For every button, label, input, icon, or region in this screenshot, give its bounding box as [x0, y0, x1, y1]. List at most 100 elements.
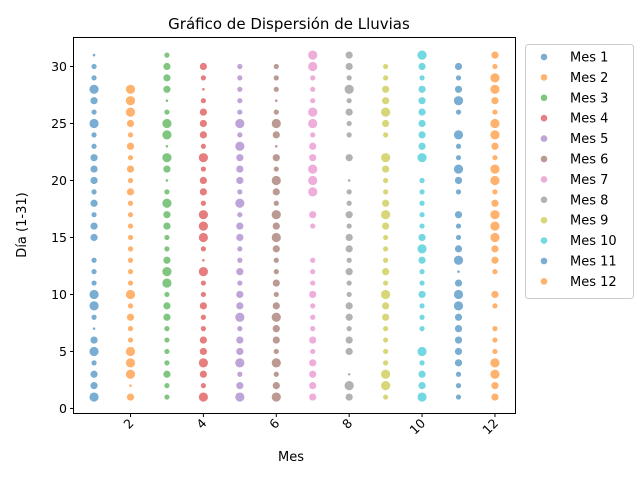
scatter-point: [345, 268, 353, 276]
scatter-point: [236, 154, 244, 162]
scatter-point: [90, 199, 98, 207]
scatter-point: [200, 326, 206, 332]
scatter-point: [89, 392, 99, 402]
scatter-point: [271, 175, 281, 186]
scatter-point: [346, 291, 352, 298]
scatter-point: [163, 62, 171, 71]
scatter-point: [345, 336, 353, 344]
scatter-point: [490, 210, 500, 220]
scatter-point: [199, 188, 207, 196]
scatter-point: [381, 210, 391, 220]
scatter-point: [163, 370, 171, 378]
scatter-point: [272, 131, 280, 139]
scatter-point: [454, 62, 463, 71]
scatter-point: [345, 233, 353, 242]
scatter-point: [491, 256, 499, 264]
scatter-point: [310, 98, 316, 104]
scatter-point: [492, 155, 498, 161]
scatter-point: [165, 179, 169, 182]
scatter-point: [237, 280, 243, 286]
scatter-point: [490, 221, 500, 231]
scatter-point: [89, 301, 99, 311]
scatter-point: [490, 118, 500, 129]
y-tick-label: 15: [51, 230, 67, 245]
scatter-point: [127, 337, 134, 343]
scatter-point: [309, 359, 317, 367]
scatter-point: [453, 96, 464, 106]
scatter-point: [200, 383, 206, 389]
legend-label: Mes 1: [570, 51, 608, 66]
scatter-point: [236, 268, 244, 276]
scatter-point: [92, 53, 96, 57]
scatter-point: [419, 200, 425, 206]
scatter-point: [344, 84, 354, 94]
scatter-point: [454, 245, 463, 253]
scatter-point: [126, 313, 135, 321]
x-tick-label: 8: [339, 415, 355, 431]
scatter-point: [491, 199, 499, 207]
scatter-point: [272, 245, 280, 253]
scatter-point: [162, 278, 172, 288]
scatter-point: [383, 246, 389, 252]
scatter-point: [237, 257, 243, 263]
scatter-point: [382, 165, 390, 173]
scatter-point: [164, 234, 170, 241]
scatter-point: [273, 166, 279, 172]
scatter-point: [125, 289, 136, 300]
scatter-point: [310, 132, 316, 138]
x-tick-label: 6: [266, 415, 282, 431]
y-tick-label: 25: [51, 116, 67, 131]
scatter-point: [381, 107, 391, 117]
scatter-point: [345, 302, 353, 310]
scatter-point: [272, 154, 280, 162]
scatter-point: [237, 326, 243, 332]
scatter-point: [490, 164, 500, 174]
scatter-point: [235, 358, 245, 368]
legend-marker: [540, 94, 548, 102]
scatter-point: [127, 155, 134, 161]
scatter-point: [127, 269, 134, 275]
scatter-point: [418, 142, 426, 150]
scatter-point: [454, 279, 463, 287]
scatter-point: [309, 393, 317, 401]
scatter-point: [346, 98, 352, 104]
scatter-point: [164, 337, 170, 343]
scatter-point: [455, 371, 462, 377]
scatter-point: [272, 222, 280, 230]
scatter-point: [200, 291, 206, 298]
scatter-point: [91, 109, 97, 115]
scatter-point: [345, 62, 353, 71]
scatter-point: [271, 358, 281, 368]
x-tick-label: 4: [193, 415, 209, 431]
scatter-point: [273, 257, 279, 263]
scatter-point: [346, 189, 352, 195]
scatter-point: [383, 63, 389, 70]
scatter-point: [382, 313, 390, 321]
scatter-point: [455, 383, 462, 389]
scatter-point: [126, 165, 135, 173]
legend-label: Mes 9: [570, 214, 608, 229]
scatter-point: [418, 290, 426, 299]
scatter-point: [200, 98, 206, 104]
scatter-point: [91, 132, 97, 138]
scatter-point: [381, 289, 391, 300]
scatter-point: [491, 245, 499, 253]
scatter-point: [417, 50, 427, 60]
scatter-point: [198, 358, 208, 368]
scatter-point: [491, 290, 499, 299]
scatter-point: [419, 189, 425, 195]
scatter-point: [309, 142, 317, 150]
scatter-point: [272, 336, 280, 344]
scatter-point: [492, 189, 498, 195]
scatter-point: [91, 143, 97, 149]
scatter-point: [417, 244, 427, 254]
scatter-point: [127, 326, 134, 332]
legend-marker: [540, 237, 548, 244]
scatter-point: [236, 347, 244, 356]
scatter-point: [454, 325, 463, 333]
legend-frame: [525, 44, 634, 299]
scatter-point: [237, 75, 243, 81]
legend-marker: [540, 176, 548, 183]
scatter-point: [198, 221, 208, 231]
scatter-point: [274, 144, 278, 148]
